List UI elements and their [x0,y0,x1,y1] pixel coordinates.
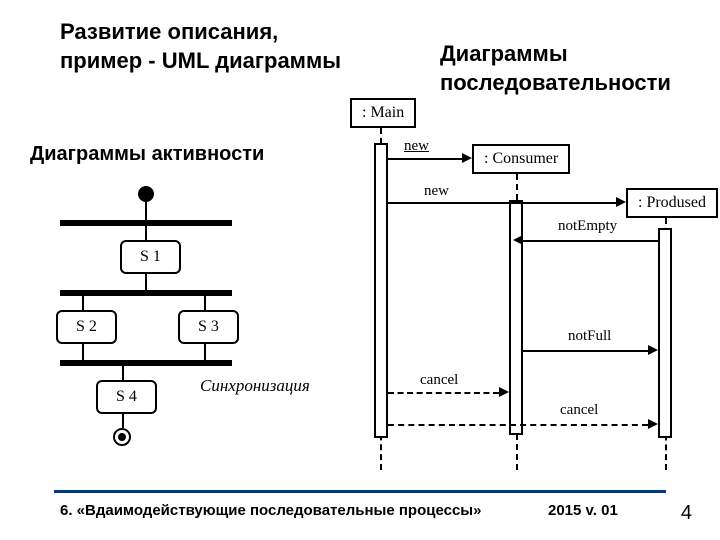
msg-notfull-arrow [648,345,658,355]
lifeline-consumer: : Consumer [472,144,570,174]
fork-bar-2 [60,290,232,296]
sequence-title: Диаграммы последовательности [440,40,671,97]
msg-notempty-arrow [513,235,523,245]
msg-notempty-line [523,240,658,242]
msg-notfull-line [523,350,648,352]
msg-new2-line [388,202,616,204]
msg-cancel2-line [388,424,648,426]
msg-notfull-label: notFull [568,328,611,345]
activation-produced [658,228,672,438]
seq-title-l1: Диаграммы [440,41,568,66]
footer-version: 2015 v. 01 [548,502,618,519]
page-number: 4 [681,502,692,525]
state-s4: S 4 [96,380,157,414]
edge-from-s3 [204,344,206,360]
msg-new1-line [388,158,462,160]
footer-chapter: 6. «Вдаимодействующие последовательные п… [60,502,481,519]
lifeline-main: : Main [350,98,416,128]
join-bar [60,360,232,366]
lifeline-produced: : Prodused [626,188,718,218]
activity-end-node [113,428,131,446]
msg-cancel2-label: cancel [560,402,598,419]
footer-line [54,490,666,493]
msg-new1-arrow [462,153,472,163]
msg-notempty-label: notEmpty [558,218,617,235]
msg-cancel1-label: cancel [420,372,458,389]
edge-bar-to-s1 [145,226,147,240]
edge-from-s2 [82,344,84,360]
state-s1: S 1 [120,240,181,274]
edge-s4-end [122,414,124,428]
seq-title-l2: последовательности [440,70,671,95]
state-s3: S 3 [178,310,239,344]
msg-new2-arrow [616,197,626,207]
msg-cancel1-line [388,392,499,394]
edge-to-s3 [204,296,206,310]
activation-main [374,143,388,438]
edge-to-s2 [82,296,84,310]
edge-s1-to-bar2 [145,274,147,290]
activity-start-node [138,186,154,202]
title-line2: пример - UML диаграммы [60,48,341,73]
sync-label: Синхронизация [200,376,310,396]
msg-new2-label: new [424,183,449,200]
edge-start-to-bar [145,202,147,220]
msg-new1-label: new [404,138,429,155]
slide-title: Развитие описания, пример - UML диаграмм… [60,18,341,75]
msg-cancel1-arrow [499,387,509,397]
title-line1: Развитие описания, [60,19,278,44]
state-s2: S 2 [56,310,117,344]
activity-title: Диаграммы активности [30,143,264,166]
edge-to-s4 [122,366,124,380]
msg-cancel2-arrow [648,419,658,429]
